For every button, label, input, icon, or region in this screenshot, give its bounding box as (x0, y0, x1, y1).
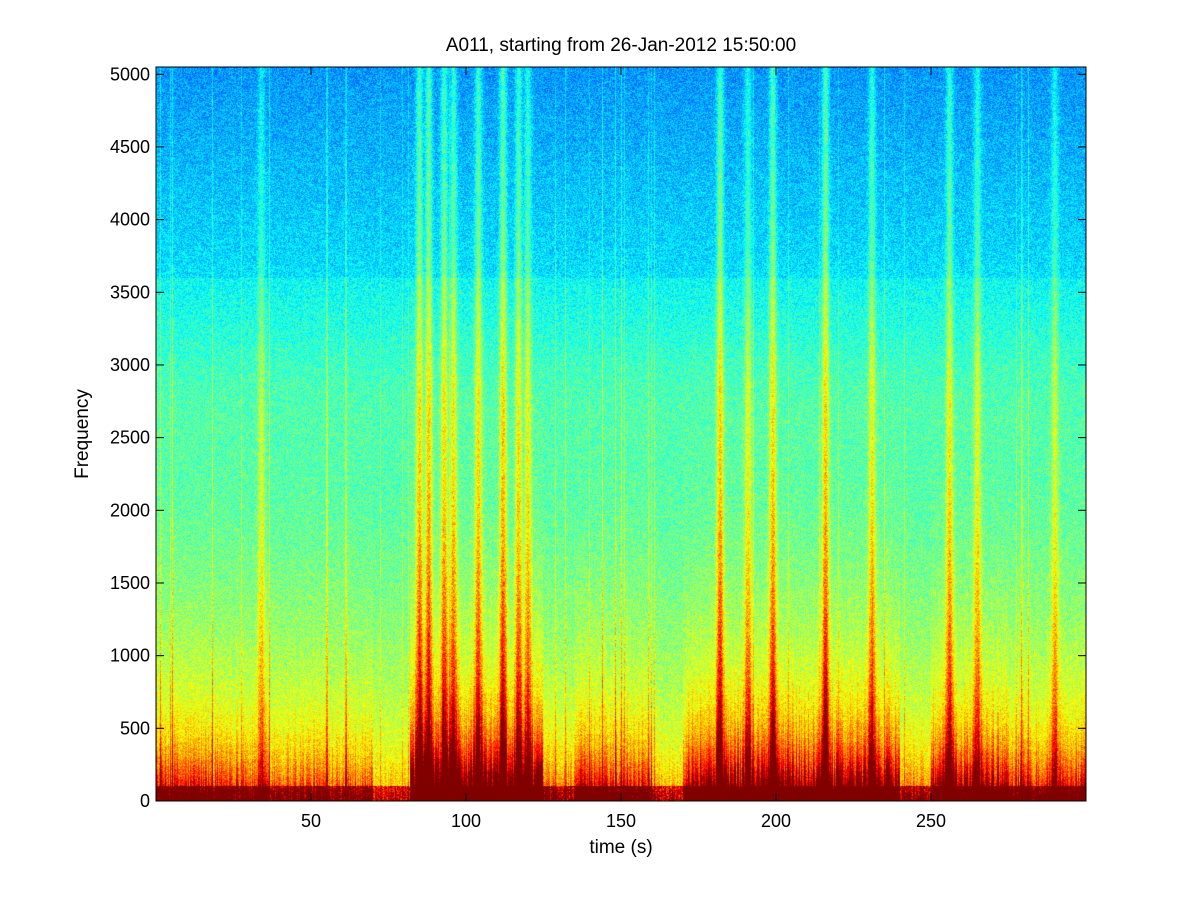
x-tick-label: 50 (301, 811, 321, 831)
chart-title: A011, starting from 26-Jan-2012 15:50:00 (446, 35, 796, 56)
x-axis-ticks: 50 100 150 200 250 (301, 67, 946, 831)
y-tick-label: 1000 (110, 646, 150, 666)
y-axis-ticks: 0 500 1000 1500 2000 2500 3000 3500 4000 4500 5000 (110, 64, 1086, 811)
x-tick-label: 250 (916, 811, 946, 831)
y-tick-label: 4500 (110, 137, 150, 157)
y-tick-label: 4000 (110, 210, 150, 230)
spectrogram-image (156, 67, 1086, 801)
y-tick-label: 500 (120, 718, 150, 738)
y-tick-label: 2500 (110, 428, 150, 448)
y-tick-label: 2000 (110, 500, 150, 520)
y-tick-label: 3500 (110, 282, 150, 302)
y-tick-label: 1500 (110, 573, 150, 593)
x-tick-label: 200 (761, 811, 791, 831)
y-tick-label: 3000 (110, 355, 150, 375)
x-axis-label: time (s) (589, 837, 652, 858)
y-axis-label: Frequency (72, 389, 93, 479)
x-tick-label: 150 (606, 811, 636, 831)
y-tick-label: 0 (140, 791, 150, 811)
x-tick-label: 100 (451, 811, 481, 831)
axes-box (155, 66, 1087, 802)
y-tick-label: 5000 (110, 64, 150, 84)
